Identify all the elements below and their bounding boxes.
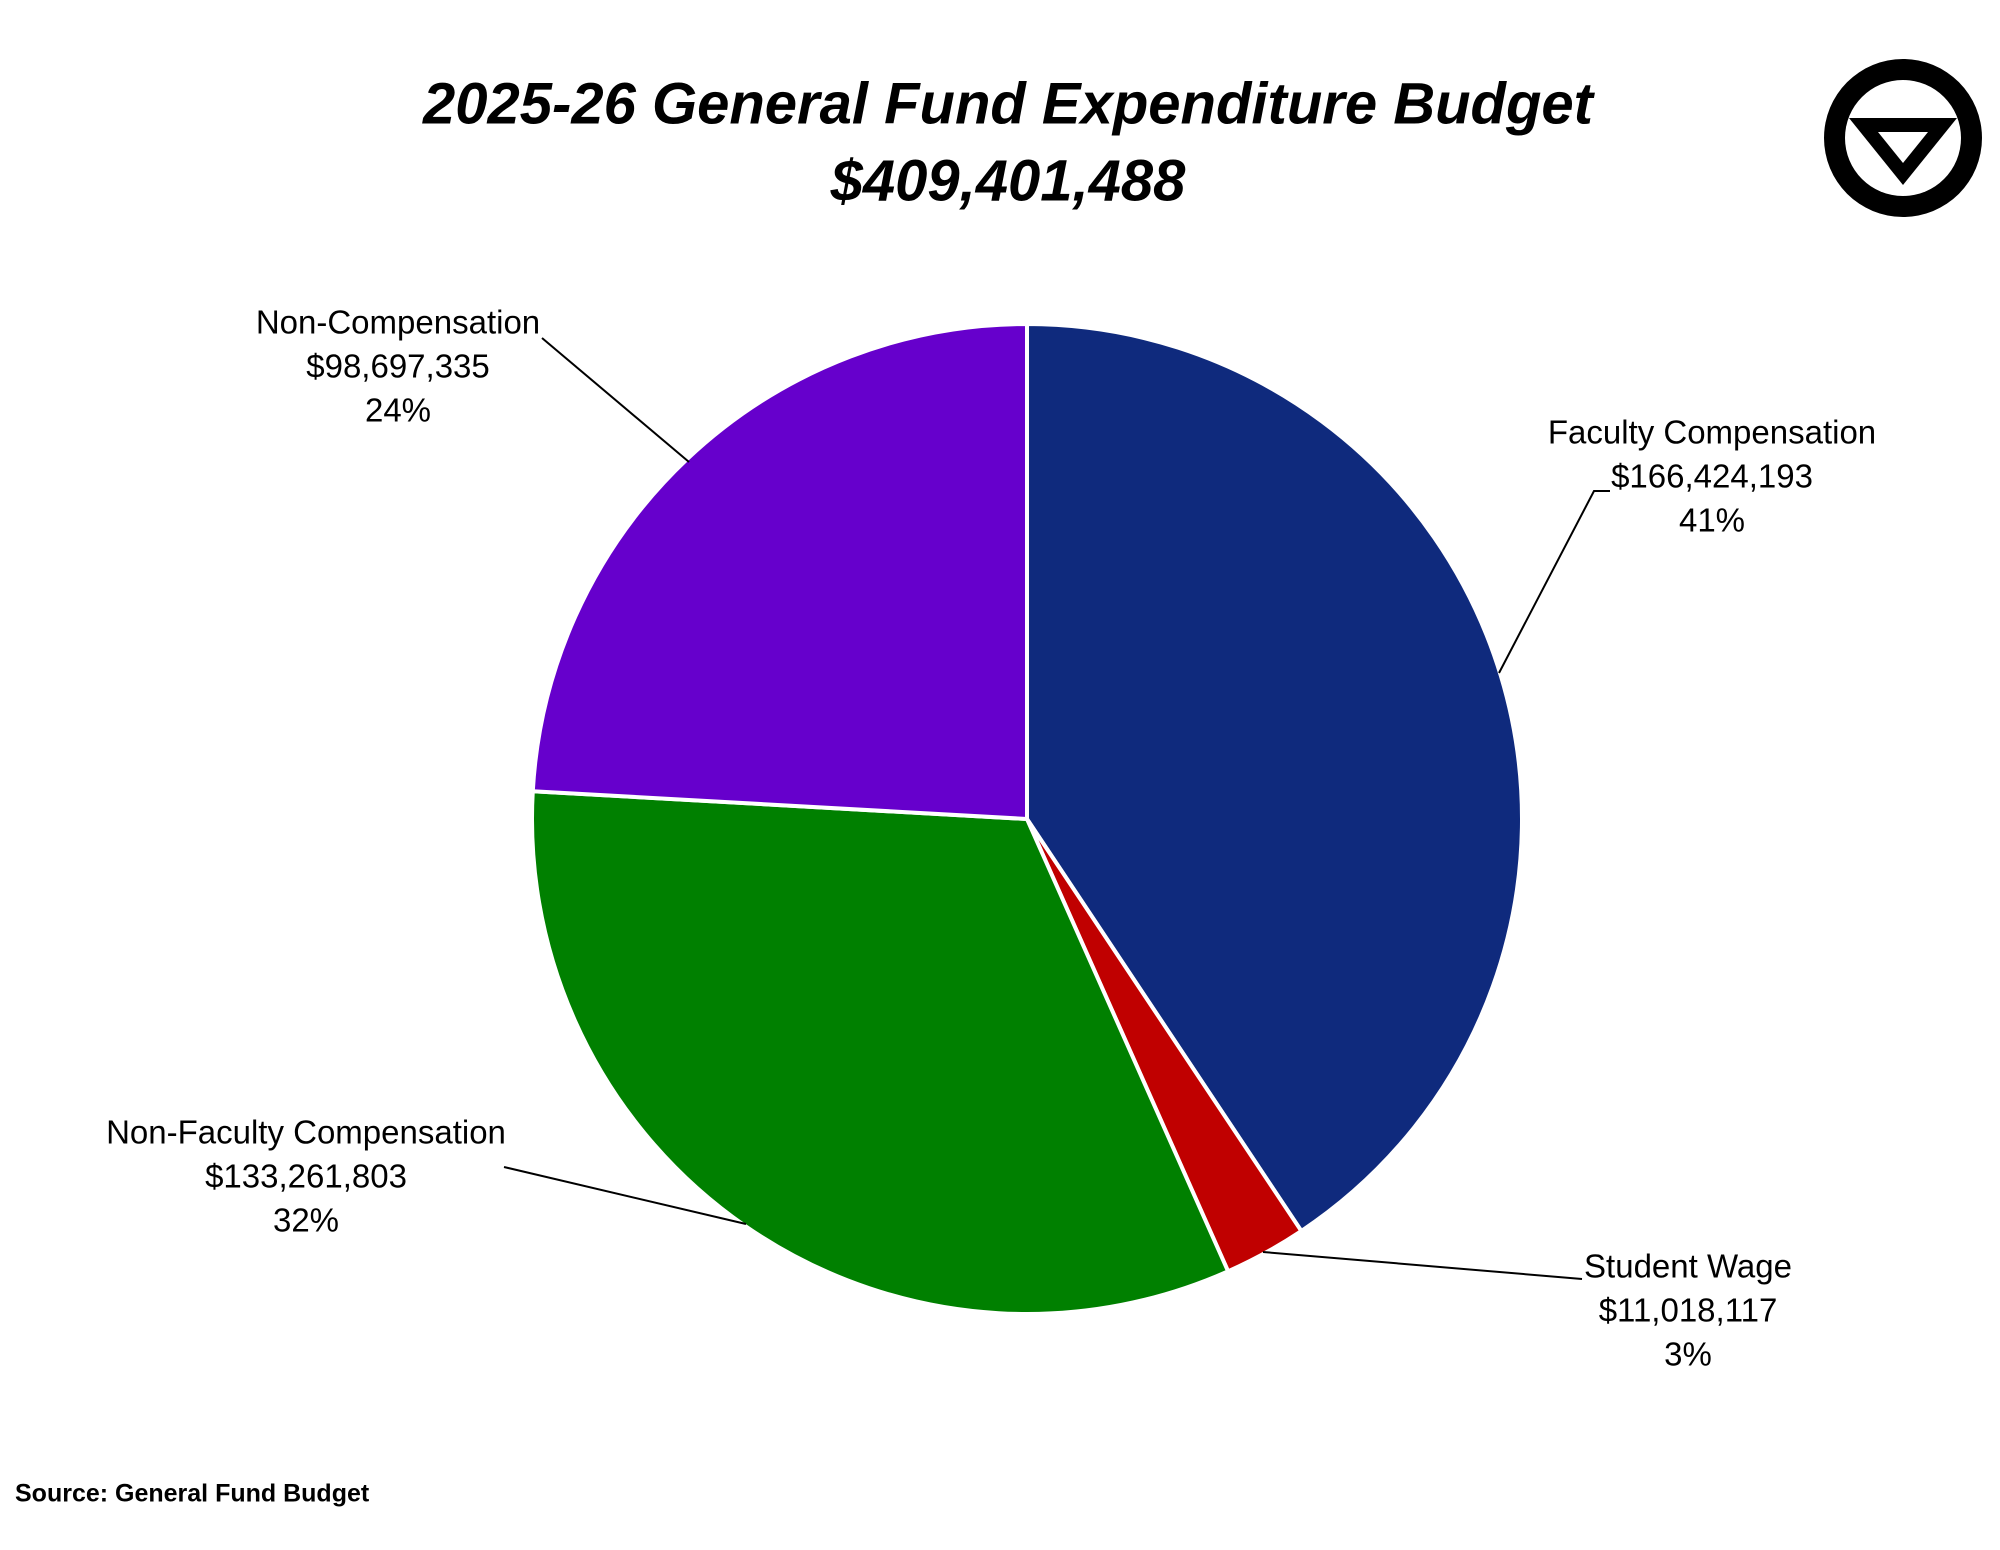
- percent-label: 3%: [1664, 1336, 1712, 1373]
- chart-title: 2025-26 General Fund Expenditure Budget: [422, 71, 1596, 136]
- slice-label: Student Wage: [1584, 1248, 1792, 1285]
- percent-label: 32%: [273, 1202, 339, 1239]
- chart-subtitle: $409,401,488: [830, 148, 1187, 213]
- slice-label: Non-Compensation: [256, 304, 540, 341]
- slice-label: Non-Faculty Compensation: [106, 1114, 506, 1151]
- source-note: Source: General Fund Budget: [15, 1480, 370, 1508]
- pie-slice: [530, 789, 1231, 1316]
- value-label: $11,018,117: [1599, 1292, 1778, 1329]
- percent-label: 24%: [365, 392, 431, 429]
- value-label: $98,697,335: [306, 348, 490, 385]
- slice-label: Faculty Compensation: [1548, 414, 1876, 451]
- logo-v-inner: [1878, 132, 1928, 163]
- value-label: $166,424,193: [1611, 458, 1813, 495]
- value-label: $133,261,803: [205, 1158, 407, 1195]
- logo: [1824, 59, 1982, 217]
- percent-label: 41%: [1679, 502, 1745, 539]
- pie-slice: [530, 321, 1029, 822]
- leader-line: [503, 1166, 747, 1225]
- pie: Faculty Compensation $166,424,193 41% Stude…: [106, 304, 1876, 1373]
- leader-line: [1262, 1251, 1583, 1280]
- leader-line: [1498, 490, 1610, 674]
- leader-line: [541, 337, 690, 463]
